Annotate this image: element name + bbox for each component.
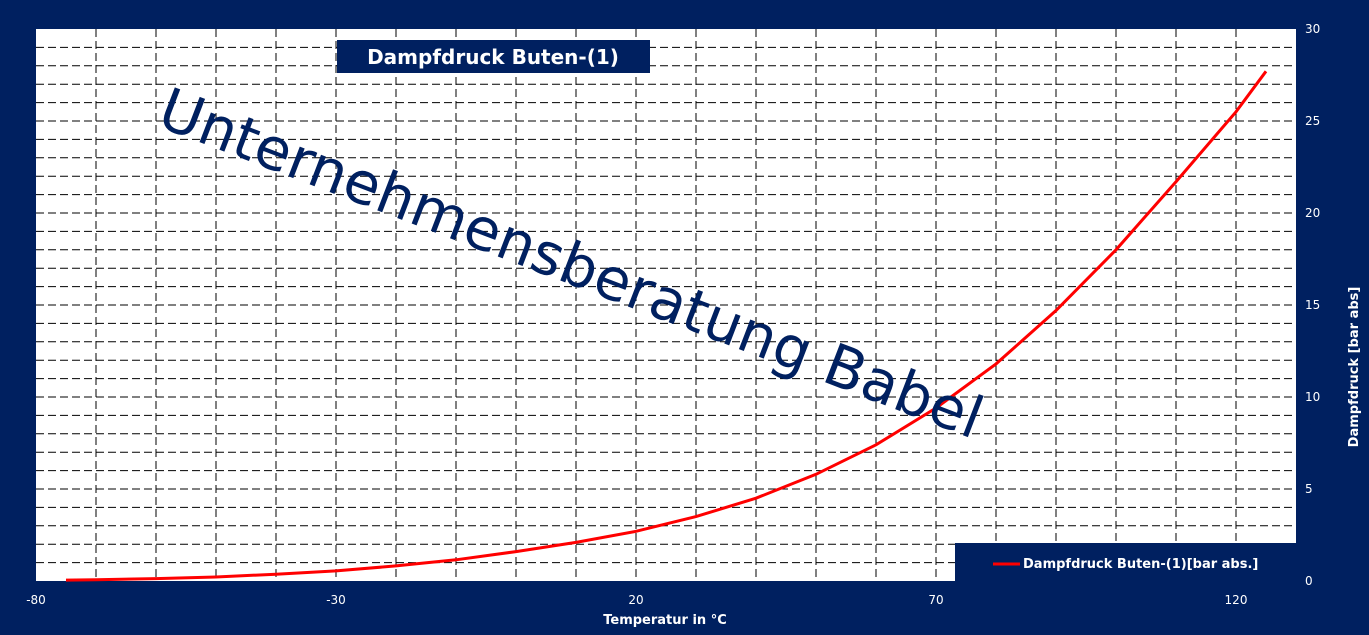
x-tick-label: 20 [628, 593, 643, 607]
chart-title-text: Dampfdruck Buten-(1) [367, 45, 619, 69]
x-tick-label: 120 [1225, 593, 1248, 607]
grid-lines [36, 29, 1296, 581]
y-axis-label: Dampfdruck [bar abs] [1347, 287, 1362, 448]
x-tick-label: -30 [326, 593, 346, 607]
y-tick-label: 15 [1305, 298, 1320, 312]
y-tick-label: 10 [1305, 390, 1320, 404]
y-axis-ticks: 0 5 10 15 20 25 30 [1305, 22, 1320, 588]
legend-label: Dampfdruck Buten-(1)[bar abs.] [1023, 557, 1258, 572]
x-tick-label: -80 [26, 593, 46, 607]
chart-title: Dampfdruck Buten-(1) [337, 40, 650, 73]
x-axis-ticks: -80 -30 20 70 120 [26, 593, 1247, 607]
chart-title-box [337, 40, 650, 73]
y-tick-label: 30 [1305, 22, 1320, 36]
legend: Dampfdruck Buten-(1)[bar abs.] [955, 543, 1297, 583]
x-tick-label: 70 [928, 593, 943, 607]
y-tick-label: 20 [1305, 206, 1320, 220]
series-line [65, 70, 1268, 582]
y-tick-label: 0 [1305, 574, 1313, 588]
y-tick-label: 25 [1305, 114, 1320, 128]
y-tick-label: 5 [1305, 482, 1313, 496]
x-axis-label: Temperatur in °C [603, 613, 727, 628]
